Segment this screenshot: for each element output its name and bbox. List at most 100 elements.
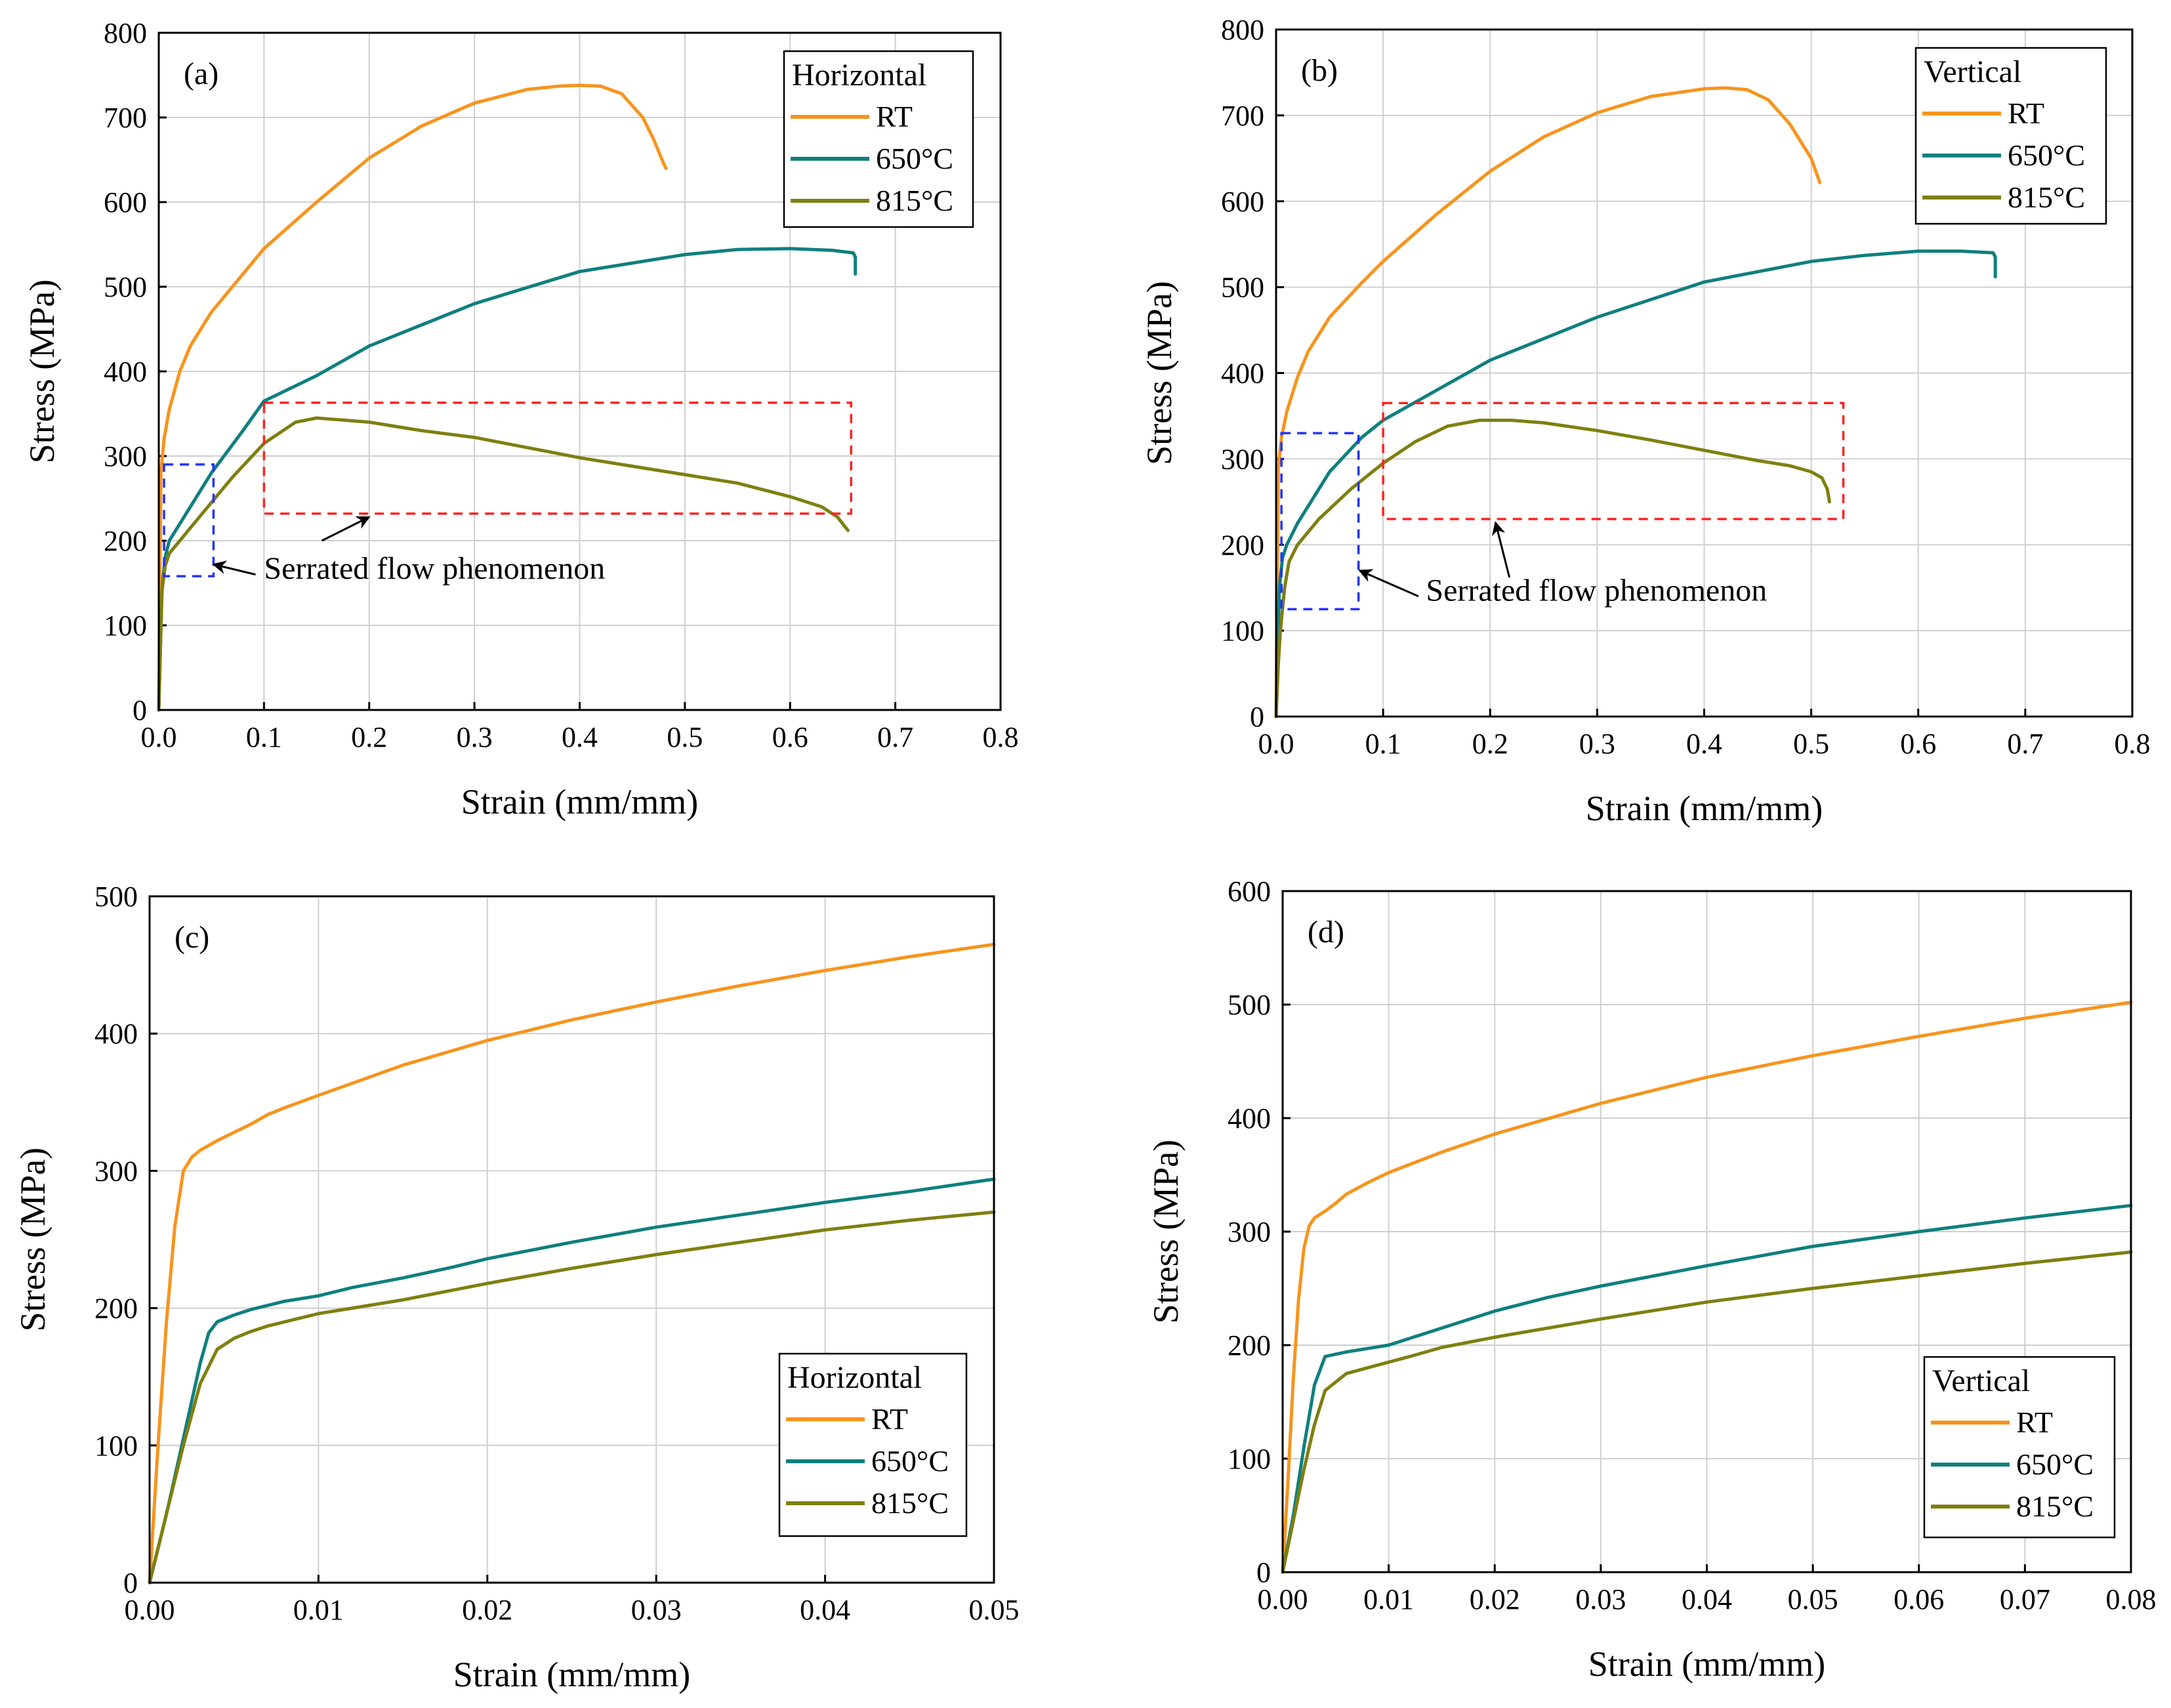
y-tick-label: 600 (1228, 875, 1271, 907)
x-tick-label: 0.4 (1686, 728, 1722, 760)
x-tick-label: 0.02 (462, 1594, 512, 1626)
legend-entry: 815°C (2008, 180, 2085, 214)
x-tick-label: 0.5 (1793, 728, 1829, 760)
legend-entry: 815°C (876, 184, 953, 217)
y-tick-label: 100 (1228, 1443, 1271, 1475)
legend: Horizontal RT 650°C 815°C (783, 50, 974, 228)
legend-box (783, 50, 974, 228)
x-axis-label: Strain (mm/mm) (1586, 789, 1823, 828)
y-tick-label: 300 (94, 1155, 138, 1187)
y-axis-label: Stress (MPa) (1146, 1140, 1186, 1324)
annotation-arrow (1358, 569, 1419, 598)
y-tick-label: 600 (1221, 186, 1264, 218)
x-axis-label: Strain (mm/mm) (453, 1655, 690, 1694)
x-tick-label: 0.00 (125, 1594, 175, 1626)
annotation-arrow (212, 560, 256, 576)
y-tick-label: 300 (1221, 443, 1264, 475)
chart-panel-a: 0.0 0.1 0.2 0.3 0.4 0.5 0.6 0.7 0.8 0 100 200 300 400… (22, 17, 1019, 822)
x-tick-label: 0.3 (1579, 728, 1615, 760)
legend-title: Vertical (1924, 54, 2021, 89)
x-tick-label: 0.6 (772, 721, 808, 753)
x-tick-label: 0.0 (141, 721, 177, 753)
y-tick-label: 0 (1250, 701, 1264, 733)
legend-entry: 650°C (2016, 1448, 2094, 1481)
y-tick-label: 700 (1221, 100, 1264, 132)
y-tick-label: 400 (104, 356, 147, 388)
y-tick-label: 400 (1221, 358, 1264, 390)
y-tick-label: 0 (123, 1567, 138, 1599)
series-line-t815 (1281, 1250, 2133, 1574)
y-tick-label: 800 (104, 17, 147, 49)
plot-frame (148, 895, 995, 1584)
x-tick-label: 0.4 (562, 721, 598, 753)
x-tick-label: 0.05 (1788, 1583, 1838, 1615)
legend-entry: 650°C (871, 1444, 949, 1478)
series-line-rt (148, 942, 996, 1585)
x-tick-label: 0.7 (2007, 728, 2043, 760)
legend: Vertical RT 650°C 815°C (1923, 1356, 2116, 1539)
y-tick-label: 200 (94, 1293, 138, 1325)
panel-label: (d) (1308, 915, 1344, 949)
plot-frame (157, 31, 1002, 711)
annotation-serrated-flow: Serrated flow phenomenon (264, 551, 605, 586)
x-tick-label: 0.03 (1575, 1583, 1626, 1615)
y-tick-label: 300 (104, 440, 147, 472)
legend-entry: RT (876, 100, 913, 133)
y-tick-label: 100 (1221, 615, 1264, 647)
chart-panel-b: 0.0 0.1 0.2 0.3 0.4 0.5 0.6 0.7 0.8 0 100 200 300 400… (1140, 14, 2151, 828)
legend: Horizontal RT 650°C 815°C (778, 1352, 968, 1537)
y-tick-label: 100 (94, 1430, 138, 1462)
y-tick-label: 800 (1221, 14, 1264, 46)
legend-entry: 650°C (876, 142, 953, 175)
series-line-t650 (148, 1177, 996, 1585)
y-tick-label: 200 (104, 525, 147, 557)
y-tick-label: 400 (94, 1018, 138, 1050)
series-line-t650 (1274, 249, 1997, 719)
y-tick-label: 100 (104, 610, 147, 642)
series-line-rt (1274, 86, 1822, 719)
blue-dashed-box (1280, 432, 1360, 611)
x-tick-label: 0.04 (800, 1594, 850, 1626)
x-tick-label: 0.7 (877, 721, 913, 753)
y-axis-label: Stress (MPa) (22, 280, 62, 464)
chart-panel-c: 0.00 0.01 0.02 0.03 0.04 0.05 0 100 200 300 400 500… (13, 881, 1020, 1694)
y-tick-label: 500 (104, 271, 147, 303)
x-tick-label: 0.3 (457, 721, 493, 753)
x-tick-label: 0.02 (1470, 1583, 1520, 1615)
series-line-t815 (157, 416, 850, 712)
x-tick-label: 0.04 (1682, 1583, 1732, 1615)
y-tick-label: 0 (133, 694, 147, 726)
y-tick-label: 0 (1256, 1556, 1271, 1589)
series-line-rt (1281, 1001, 2133, 1574)
legend-entry: 650°C (2008, 138, 2085, 172)
legend: Vertical RT 650°C 815°C (1914, 47, 2107, 225)
plot-frame (1275, 28, 2134, 718)
x-tick-label: 0.05 (969, 1594, 1020, 1626)
x-tick-label: 0.1 (1365, 728, 1401, 760)
y-axis-label: Stress (MPa) (13, 1148, 52, 1332)
legend-box (1914, 47, 2107, 225)
panel-label: (c) (175, 920, 209, 955)
y-tick-label: 400 (1228, 1102, 1271, 1135)
x-tick-label: 0.1 (246, 721, 282, 753)
series-line-rt (157, 83, 668, 712)
series-line-t650 (157, 247, 858, 712)
y-axis-label: Stress (MPa) (1140, 281, 1179, 465)
y-tick-label: 500 (94, 881, 138, 913)
annotation-serrated-flow: Serrated flow phenomenon (1426, 573, 1767, 608)
x-tick-label: 0.5 (667, 721, 703, 753)
x-tick-label: 0.01 (293, 1594, 344, 1626)
annotation-arrow (321, 516, 371, 542)
legend-entry: RT (2008, 96, 2044, 130)
x-tick-label: 0.08 (2106, 1583, 2157, 1615)
x-axis-label: Strain (mm/mm) (1588, 1644, 1825, 1684)
series-line-t650 (1281, 1203, 2133, 1574)
series-line-t815 (1274, 419, 1831, 719)
x-tick-label: 0.01 (1363, 1583, 1414, 1615)
x-tick-label: 0.0 (1258, 728, 1294, 760)
y-tick-label: 200 (1221, 529, 1264, 561)
x-tick-label: 0.06 (1893, 1583, 1944, 1615)
legend-title: Horizontal (792, 58, 926, 93)
x-axis-label: Strain (mm/mm) (461, 782, 698, 822)
